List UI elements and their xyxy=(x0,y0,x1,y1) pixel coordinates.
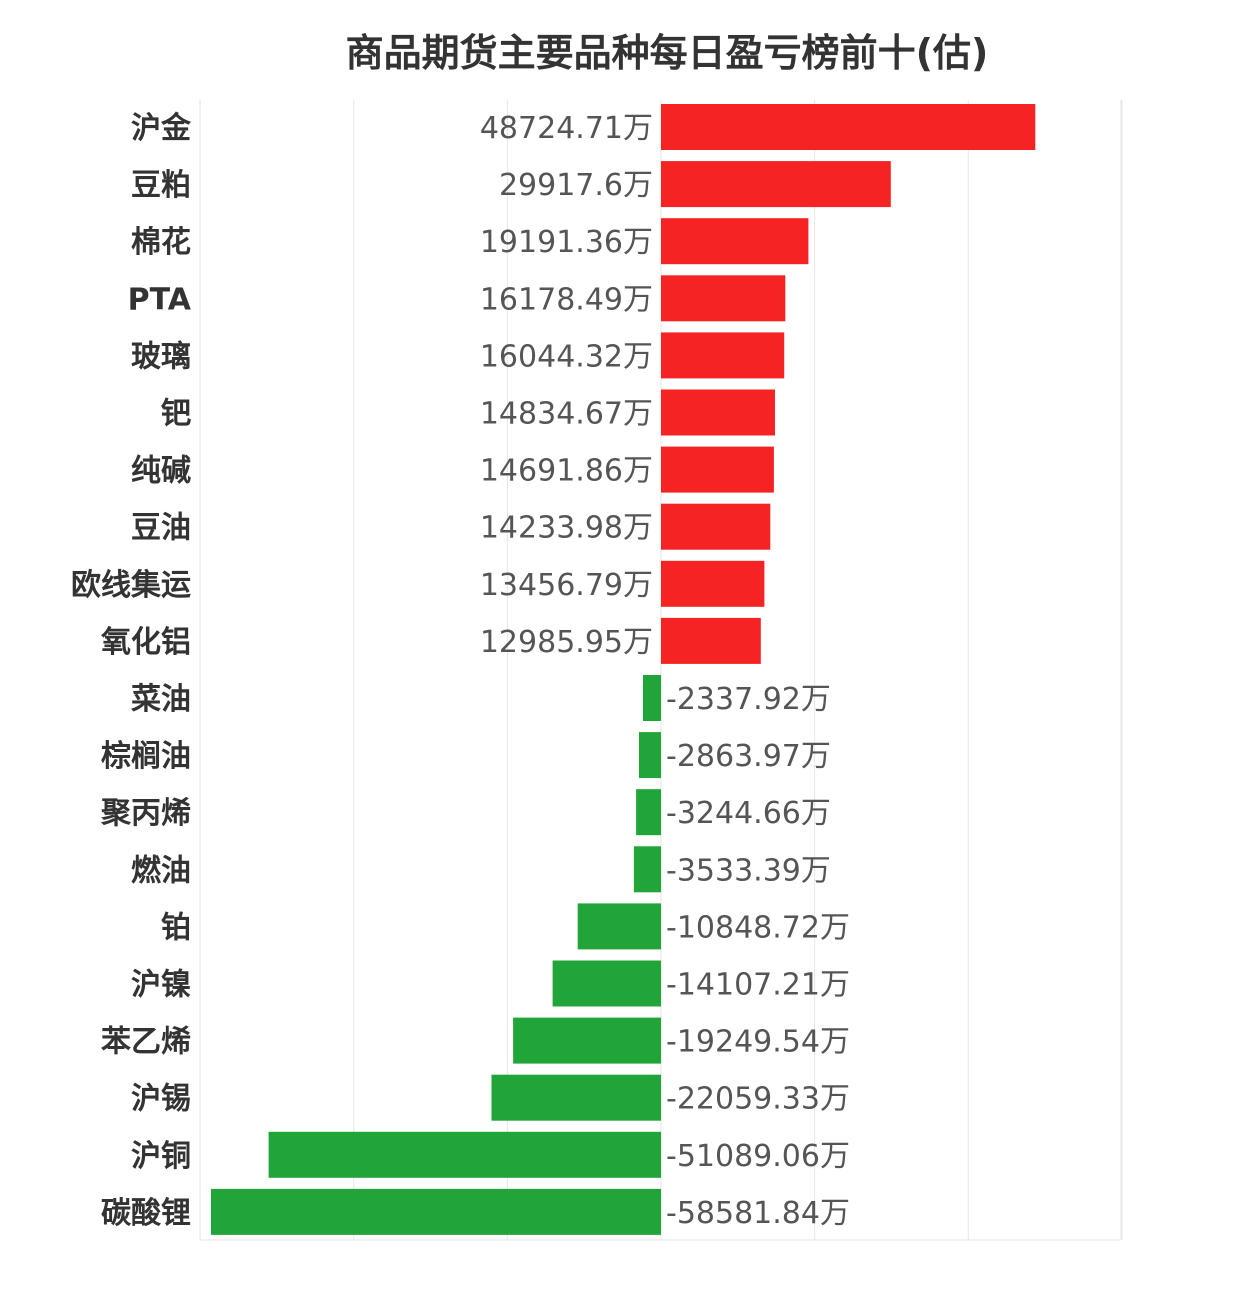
bar-3 xyxy=(661,275,786,322)
value-label: -58581.84万 xyxy=(666,1196,850,1231)
category-label: 沪镍 xyxy=(131,968,191,1003)
bar-14 xyxy=(577,903,661,950)
category-label: 燃油 xyxy=(131,853,191,888)
value-label: -3533.39万 xyxy=(666,853,831,888)
bar-4 xyxy=(661,332,785,379)
category-label: 棕榈油 xyxy=(101,739,191,774)
bar-0 xyxy=(661,104,1036,150)
value-label: 14691.86万 xyxy=(480,454,653,489)
category-label: 豆粕 xyxy=(131,168,191,203)
value-label: 16178.49万 xyxy=(480,282,653,317)
bar-7 xyxy=(661,503,771,550)
category-label: 聚丙烯 xyxy=(100,796,191,831)
category-label: 玻璃 xyxy=(131,339,191,374)
value-label: -14107.21万 xyxy=(666,968,850,1003)
bar-9 xyxy=(661,617,761,664)
bar-1 xyxy=(661,161,891,208)
category-label: 氧化铝 xyxy=(101,625,191,660)
category-label: 铂 xyxy=(161,910,191,945)
bar-16 xyxy=(513,1017,661,1064)
bar-8 xyxy=(661,560,765,607)
bar-17 xyxy=(491,1074,661,1121)
bar-10 xyxy=(643,675,661,721)
category-label: 沪铜 xyxy=(131,1139,191,1174)
value-label: 16044.32万 xyxy=(480,339,653,374)
value-label: -2863.97万 xyxy=(666,739,831,774)
bar-12 xyxy=(636,789,661,836)
category-label: 钯 xyxy=(161,397,191,432)
bar-11 xyxy=(639,732,661,779)
value-label: -51089.06万 xyxy=(666,1139,850,1174)
value-label: 19191.36万 xyxy=(480,225,653,260)
bar-15 xyxy=(552,960,661,1007)
category-label: 沪金 xyxy=(131,111,192,146)
value-label: 13456.79万 xyxy=(480,568,653,603)
bar-13 xyxy=(633,846,661,893)
value-label: 14233.98万 xyxy=(480,511,653,546)
category-label: 碳酸锂 xyxy=(101,1196,191,1231)
bar-layer xyxy=(211,104,1036,1235)
category-label: 沪锡 xyxy=(131,1082,191,1117)
category-label: 纯碱 xyxy=(131,454,191,489)
value-label: 48724.71万 xyxy=(480,111,653,146)
value-label: 14834.67万 xyxy=(480,397,653,432)
bar-18 xyxy=(268,1131,661,1178)
value-label: -22059.33万 xyxy=(666,1082,850,1117)
category-label: PTA xyxy=(128,282,192,317)
bar-6 xyxy=(661,446,774,493)
value-label: -10848.72万 xyxy=(666,910,850,945)
bar-2 xyxy=(661,218,809,265)
value-label: -3244.66万 xyxy=(666,796,831,831)
bar-19 xyxy=(211,1188,661,1235)
category-label: 苯乙烯 xyxy=(101,1025,191,1060)
value-label: 29917.6万 xyxy=(499,168,653,203)
value-label: 12985.95万 xyxy=(480,625,653,660)
chart-title: 商品期货主要品种每日盈亏榜前十(估) xyxy=(345,31,989,75)
category-label: 豆油 xyxy=(131,511,191,546)
bar-5 xyxy=(661,389,775,436)
value-label: -2337.92万 xyxy=(666,682,831,717)
grid-layer xyxy=(199,100,1123,1241)
category-label: 欧线集运 xyxy=(71,568,191,603)
value-label: -19249.54万 xyxy=(666,1025,850,1060)
category-label: 棉花 xyxy=(131,225,191,260)
category-label: 菜油 xyxy=(131,682,191,717)
